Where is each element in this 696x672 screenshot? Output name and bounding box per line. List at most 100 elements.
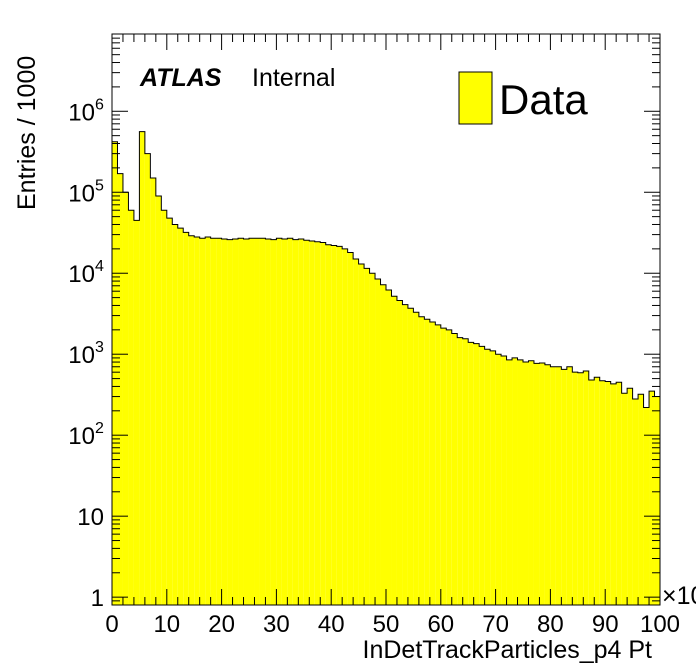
histogram-bin	[391, 296, 397, 605]
histogram-bin	[594, 377, 600, 605]
histogram-bin	[429, 321, 436, 605]
histogram-bin	[336, 246, 343, 606]
histogram-bin	[112, 141, 118, 605]
x-tick-label: 50	[373, 611, 400, 638]
histogram-bin	[616, 382, 622, 605]
histogram-bin	[451, 333, 458, 605]
histogram-bin	[649, 391, 655, 605]
y-axis-title: Entries / 1000	[13, 56, 41, 210]
histogram-bin	[402, 304, 408, 605]
histogram-bin	[643, 407, 650, 605]
histogram-bin	[386, 290, 392, 605]
y-tick-label: 10	[68, 180, 95, 207]
histogram-bin	[353, 258, 359, 605]
histogram-bin	[259, 238, 266, 605]
histogram-bin	[254, 238, 260, 605]
histogram-bin	[128, 210, 134, 605]
histogram-bin	[375, 278, 381, 605]
histogram-bin	[227, 239, 233, 605]
histogram-bars	[111, 131, 661, 606]
axes	[111, 33, 661, 606]
histogram-bin	[605, 381, 611, 605]
histogram-bin	[523, 362, 529, 605]
histogram-bin	[539, 362, 545, 605]
x-tick-label: 100	[640, 611, 680, 638]
y-tick-label-exponent: 4	[95, 258, 104, 275]
histogram-bin	[621, 393, 628, 605]
histogram-bin	[358, 264, 365, 605]
histogram-outline	[111, 131, 661, 605]
histogram-bin	[473, 343, 480, 605]
histogram-bin	[139, 131, 145, 605]
legend: Data	[458, 71, 588, 125]
histogram-bin	[599, 380, 606, 605]
x-tick-label: 0	[105, 611, 118, 638]
histogram-bin	[577, 372, 584, 605]
histogram-bin	[550, 366, 556, 605]
histogram-bin	[396, 300, 403, 605]
histogram-bin	[479, 346, 485, 605]
histogram-bin	[287, 238, 293, 605]
histogram-bin	[161, 210, 167, 605]
histogram-bin	[407, 308, 414, 605]
y-tick-label: 10	[68, 261, 95, 288]
histogram-bin	[221, 238, 228, 605]
histogram-bin	[495, 354, 502, 605]
histogram-bin	[238, 238, 244, 605]
histogram-bin	[188, 235, 195, 605]
histogram-bin	[517, 359, 523, 605]
y-tick-label-exponent: 5	[95, 177, 104, 194]
atlas-label-bold: ATLAS	[139, 64, 222, 92]
x-axis-multiplier: ×10³	[662, 582, 696, 610]
histogram-bin	[413, 312, 419, 605]
histogram-bin	[270, 239, 277, 605]
histogram-bin	[457, 337, 463, 605]
atlas-label-text: Internal	[252, 64, 335, 92]
histogram-bin	[309, 241, 315, 605]
histogram-bin	[610, 383, 617, 605]
histogram-bin	[216, 238, 222, 605]
y-tick-label-exponent: 3	[95, 339, 104, 356]
histogram-bin	[150, 177, 156, 606]
histogram-bin	[512, 357, 518, 605]
histogram-bin	[232, 238, 239, 605]
histogram-bin	[638, 394, 644, 605]
legend-label-data: Data	[499, 76, 588, 123]
histogram-bin	[533, 363, 540, 605]
x-tick-label: 40	[318, 611, 345, 638]
histogram-bin	[325, 244, 332, 605]
histogram-bin	[342, 248, 348, 606]
histogram-bin	[528, 360, 534, 605]
plot-frame	[111, 33, 661, 606]
histogram-bin	[144, 153, 151, 605]
x-tick-label: 30	[263, 611, 290, 638]
atlas-label: ATLAS Internal	[139, 64, 335, 92]
histogram-bin	[501, 356, 507, 605]
histogram-bin	[566, 366, 573, 605]
histogram-bin	[183, 232, 189, 605]
histogram-bin	[210, 238, 217, 605]
histogram-bin	[331, 245, 337, 605]
y-tick-label: 10	[77, 504, 104, 531]
histogram-bin	[194, 237, 200, 605]
x-tick-label: 10	[153, 611, 180, 638]
histogram-bin	[484, 349, 491, 605]
histogram-bin	[205, 237, 211, 605]
histogram-bin	[418, 316, 425, 605]
histogram-bin	[243, 238, 249, 605]
y-tick-label: 10	[68, 342, 95, 369]
histogram-bin	[199, 238, 206, 605]
x-tick-label: 80	[537, 611, 564, 638]
y-tick-label-exponent: 6	[95, 96, 104, 113]
histogram-bin	[177, 228, 184, 605]
histogram-bin	[281, 238, 288, 605]
x-tick-label: 70	[482, 611, 509, 638]
legend-swatch-data	[458, 71, 493, 125]
histogram-bin	[561, 369, 567, 605]
histogram-bin	[424, 319, 430, 605]
histogram-bin	[588, 380, 595, 605]
histogram-bin	[347, 252, 354, 605]
histogram-bin	[155, 195, 162, 605]
histogram-bin	[462, 338, 469, 605]
